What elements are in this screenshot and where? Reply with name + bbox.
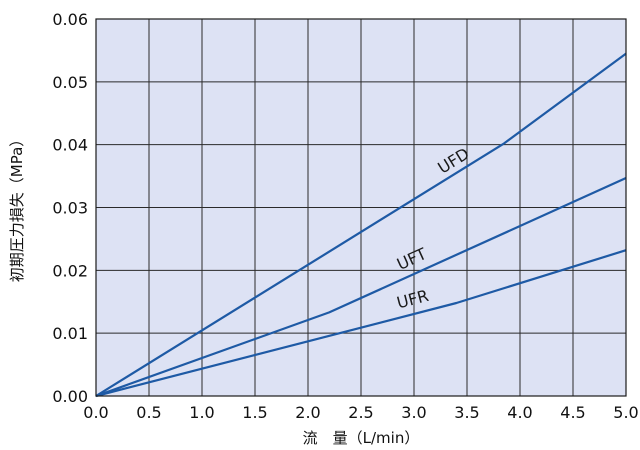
- x-tick-label: 4.0: [507, 403, 532, 422]
- x-tick-label: 2.0: [295, 403, 320, 422]
- series-line-ufd: [95, 52, 627, 397]
- x-tick-label: 1.5: [242, 403, 267, 422]
- x-tick-label: 3.5: [454, 403, 479, 422]
- y-tick-labels: 0.00 0.01 0.02 0.03 0.04 0.05 0.06: [52, 10, 88, 406]
- y-tick-label: 0.02: [52, 261, 88, 280]
- series-lines: [95, 52, 627, 398]
- x-tick-labels: 0.0 0.5 1.0 1.5 2.0 2.5 3.0 3.5 4.0 4.5 5.0: [83, 403, 638, 422]
- grid: [96, 19, 626, 396]
- x-tick-label: 5.0: [613, 403, 638, 422]
- x-axis-label: 流 量（L/min）: [303, 429, 420, 447]
- x-tick-label: 0.0: [83, 403, 108, 422]
- y-tick-label: 0.01: [52, 324, 88, 343]
- x-tick-label: 2.5: [348, 403, 373, 422]
- y-tick-label: 0.06: [52, 10, 88, 29]
- series-line-uft: [95, 176, 627, 398]
- y-tick-label: 0.05: [52, 73, 88, 92]
- y-tick-label: 0.00: [52, 387, 88, 406]
- y-tick-label: 0.04: [52, 136, 88, 155]
- x-tick-label: 0.5: [136, 403, 161, 422]
- x-tick-label: 1.0: [189, 403, 214, 422]
- x-tick-label: 4.5: [560, 403, 585, 422]
- plot-frame: [95, 18, 627, 397]
- y-axis-label: 初期圧力損失（MPa）: [8, 132, 26, 283]
- x-tick-label: 3.0: [401, 403, 426, 422]
- series-line-ufr: [95, 249, 627, 398]
- y-tick-label: 0.03: [52, 199, 88, 218]
